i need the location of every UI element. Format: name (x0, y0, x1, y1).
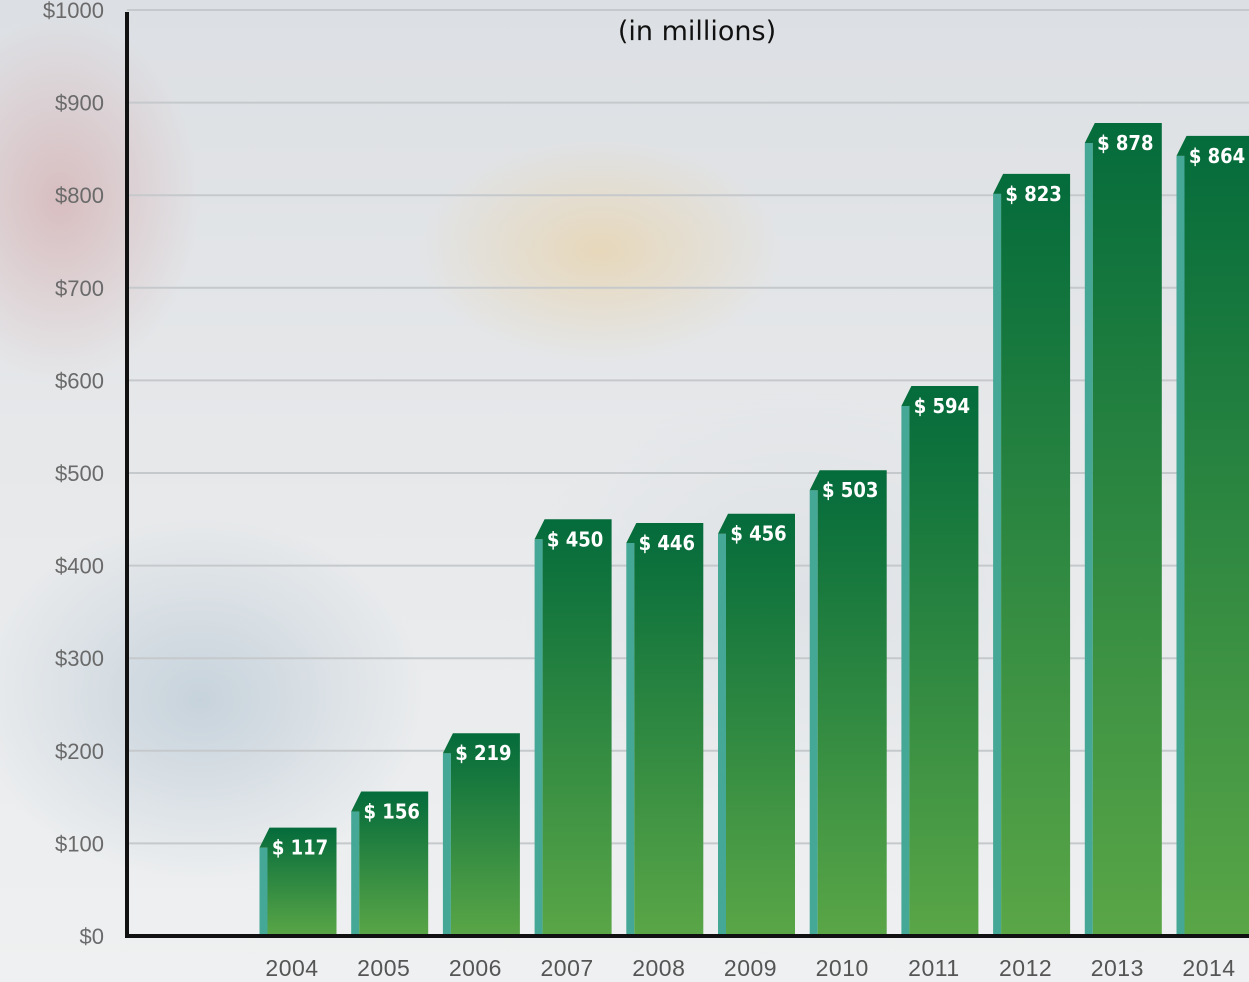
x-tick-label: 2008 (632, 955, 685, 981)
x-tick-label: 2013 (1091, 955, 1144, 981)
bar-side (351, 811, 360, 936)
x-axis-ticks: 2004 2005 2006 2007 2008 2009 2010 2011 2012 2013… (265, 955, 1235, 981)
y-tick-label: $1000 (43, 0, 104, 23)
bar-body (351, 791, 429, 936)
bar-side (993, 193, 1002, 937)
bar-2006: $ 219 (442, 733, 520, 936)
y-tick-label: $400 (55, 554, 104, 579)
bar-body (718, 513, 795, 936)
y-tick-label: $200 (55, 739, 104, 764)
bar-body (626, 523, 704, 936)
y-tick-label: $0 (80, 924, 104, 949)
bar-body (993, 173, 1071, 937)
bar-body (442, 733, 520, 936)
bar-2005: $ 156 (351, 791, 429, 936)
bar-2009: $ 456 (718, 513, 795, 936)
bar-2007: $ 450 (534, 519, 612, 936)
y-tick-label: $800 (55, 183, 104, 208)
bars: $ 117 $ 156 $ 219 $ 450 $ 446 $ 456 $ 503 $ 594… (259, 122, 1249, 937)
bar-value-label: $ 450 (547, 527, 603, 551)
x-tick-label: 2009 (724, 955, 777, 981)
bar-side (534, 539, 543, 936)
bar-body (1084, 122, 1162, 937)
bar-value-label: $ 456 (730, 522, 786, 546)
bar-value-label: $ 864 (1189, 144, 1245, 168)
bar-side (901, 405, 910, 936)
bar-value-label: $ 594 (914, 394, 970, 418)
bar-side (626, 543, 635, 936)
bar-value-label: $ 878 (1097, 131, 1153, 155)
bar-2011: $ 594 (901, 385, 979, 936)
bar-side (442, 753, 451, 936)
bar-body (901, 385, 979, 936)
bar-side (718, 533, 726, 936)
bar-2013: $ 878 (1084, 122, 1162, 937)
bar-value-label: $ 503 (822, 478, 878, 502)
y-tick-label: $500 (55, 461, 104, 486)
bar-2004: $ 117 (259, 827, 337, 936)
x-tick-label: 2006 (449, 955, 502, 981)
y-tick-label: $700 (55, 276, 104, 301)
bar-body (1176, 135, 1249, 936)
y-tick-label: $600 (55, 368, 104, 393)
chart-title: (in millions) (618, 16, 776, 47)
bar-side (809, 490, 818, 936)
bar-value-label: $ 156 (364, 800, 420, 824)
bar-side (1084, 142, 1093, 937)
bar-value-label: $ 117 (272, 836, 328, 860)
x-tick-label: 2010 (816, 955, 869, 981)
y-tick-label: $300 (55, 646, 104, 671)
y-axis-ticks: $0 $100 $200 $300 $400 $500 $600 $700 $800 $900 $1… (43, 0, 104, 949)
x-tick-label: 2004 (265, 955, 318, 981)
bar-body (534, 519, 612, 936)
x-tick-label: 2014 (1182, 955, 1235, 981)
x-tick-label: 2011 (908, 955, 959, 981)
bar-2014: $ 864 (1176, 135, 1249, 936)
x-tick-label: 2005 (357, 955, 410, 981)
y-tick-label: $100 (55, 831, 104, 856)
bar-value-label: $ 219 (455, 741, 511, 765)
y-tick-label: $900 (55, 91, 104, 116)
bar-body (809, 470, 887, 936)
bar-2012: $ 823 (993, 173, 1071, 937)
bar-body (259, 827, 337, 936)
x-tick-label: 2012 (999, 955, 1052, 981)
bar-2010: $ 503 (809, 470, 887, 936)
bar-value-label: $ 823 (1005, 182, 1061, 206)
bar-side (259, 847, 268, 936)
bar-side (1176, 155, 1185, 936)
bar-value-label: $ 446 (639, 531, 695, 555)
bar-2008: $ 446 (626, 523, 704, 936)
x-tick-label: 2007 (541, 955, 594, 981)
